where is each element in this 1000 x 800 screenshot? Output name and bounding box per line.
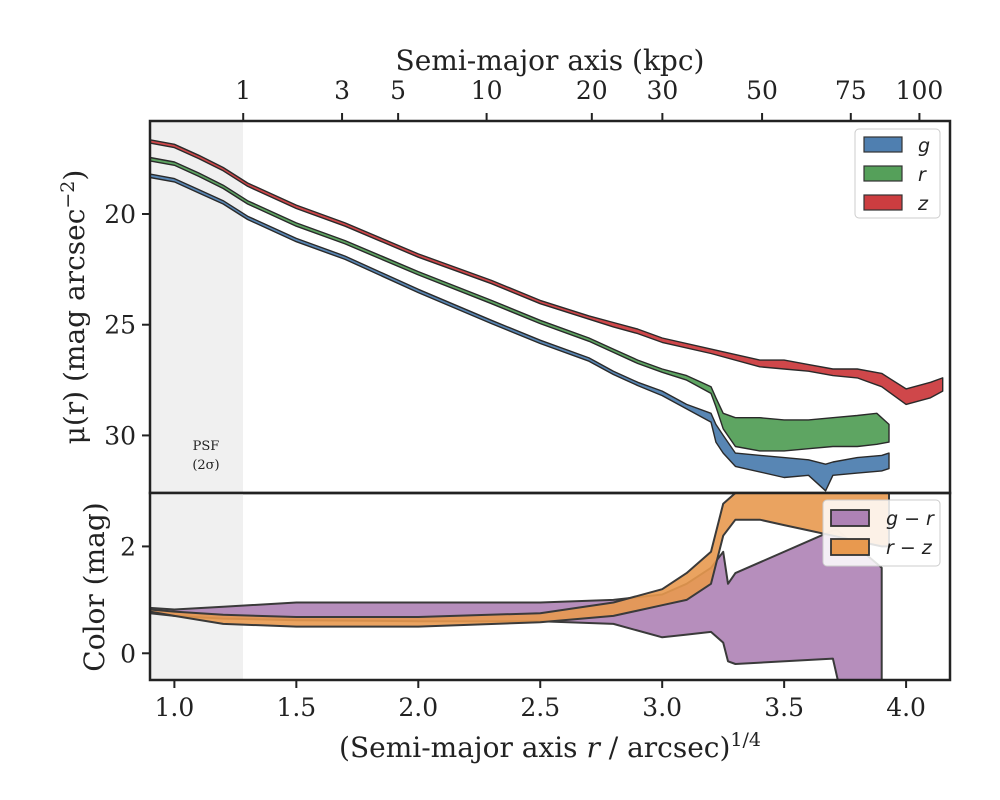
bottom-y-tick-label: 0 bbox=[120, 639, 136, 668]
bottom-x-ticks: 1.0 1.5 2.0 2.5 3.0 3.5 4.0 bbox=[155, 680, 926, 722]
psf-shaded-region bbox=[150, 121, 243, 493]
psf-label-line2: (2σ) bbox=[192, 458, 219, 473]
legend-label-z: z bbox=[917, 193, 929, 215]
bottom-x-tick-label: 2.0 bbox=[398, 693, 438, 722]
color-panel: 02 1.0 1.5 2.0 2.5 3.0 3.5 4.0 Color (mag) (Se… bbox=[78, 491, 952, 764]
bottom-x-tick-label: 1.0 bbox=[155, 693, 195, 722]
top-y-tick-label: 25 bbox=[104, 311, 136, 340]
top-x-tick-label: 10 bbox=[471, 76, 503, 105]
legend-swatch-z bbox=[863, 194, 903, 211]
top-x-tick-label: 100 bbox=[896, 76, 944, 105]
bottom-x-tick-label: 3.5 bbox=[764, 693, 804, 722]
legend-swatch-g bbox=[863, 136, 903, 153]
top-y-tick-label: 20 bbox=[104, 200, 136, 229]
bottom-y-tick-label: 2 bbox=[120, 532, 136, 561]
top-y-ticks: 20 25 30 bbox=[104, 200, 150, 450]
bottom-panel-frame bbox=[148, 491, 952, 682]
band-z-area bbox=[149, 139, 944, 406]
top-x-tick-label: 1 bbox=[235, 76, 251, 105]
top-y-axis-label: μ(r) (mag arcsec−2) bbox=[57, 170, 91, 445]
legend-label-g-r: g − r bbox=[886, 508, 935, 530]
legend-swatch-g-r bbox=[830, 509, 870, 527]
top-x-tick-label: 50 bbox=[746, 76, 778, 105]
top-axis-label: Semi-major axis (kpc) bbox=[396, 44, 705, 77]
psf-shaded-region-bottom bbox=[150, 493, 243, 680]
top-x-tick-label: 20 bbox=[576, 76, 608, 105]
bottom-x-tick-label: 4.0 bbox=[886, 693, 926, 722]
bottom-legend: g − r r − z bbox=[822, 499, 941, 567]
legend-label-r-z: r − z bbox=[886, 537, 933, 559]
top-x-tick-label: 3 bbox=[334, 76, 350, 105]
bottom-x-tick-label: 2.5 bbox=[520, 693, 560, 722]
band-profiles bbox=[149, 139, 944, 492]
top-x-tick-label: 75 bbox=[835, 76, 867, 105]
color-profiles bbox=[149, 492, 890, 681]
legend-swatch-r bbox=[863, 165, 903, 182]
bottom-x-axis-label: (Semi-major axis r / arcsec)1/4 bbox=[339, 729, 761, 764]
bottom-y-ticks: 02 bbox=[120, 532, 150, 668]
psf-label-line1: PSF bbox=[193, 439, 220, 454]
color-g-r-area bbox=[149, 529, 883, 681]
surface-brightness-panel: PSF (2σ) 20 25 30 μ(r) (mag arcsec−2) g r … bbox=[57, 119, 952, 495]
legend-label-r: r bbox=[918, 164, 927, 186]
top-x-tick-label: 5 bbox=[390, 76, 406, 105]
band-r-area bbox=[149, 156, 890, 452]
top-legend: g r z bbox=[854, 128, 941, 219]
bottom-x-tick-label: 3.0 bbox=[642, 693, 682, 722]
bottom-x-tick-label: 1.5 bbox=[276, 693, 316, 722]
legend-swatch-r-z bbox=[830, 538, 870, 556]
top-y-tick-label: 30 bbox=[104, 421, 136, 450]
legend-label-g: g bbox=[918, 135, 930, 157]
bottom-y-axis-label: Color (mag) bbox=[78, 502, 111, 671]
band-g-area bbox=[149, 173, 890, 492]
top-axis-ticks: 1 3 5 10 20 30 50 75 100 bbox=[235, 76, 943, 121]
top-x-tick-label: 30 bbox=[646, 76, 678, 105]
